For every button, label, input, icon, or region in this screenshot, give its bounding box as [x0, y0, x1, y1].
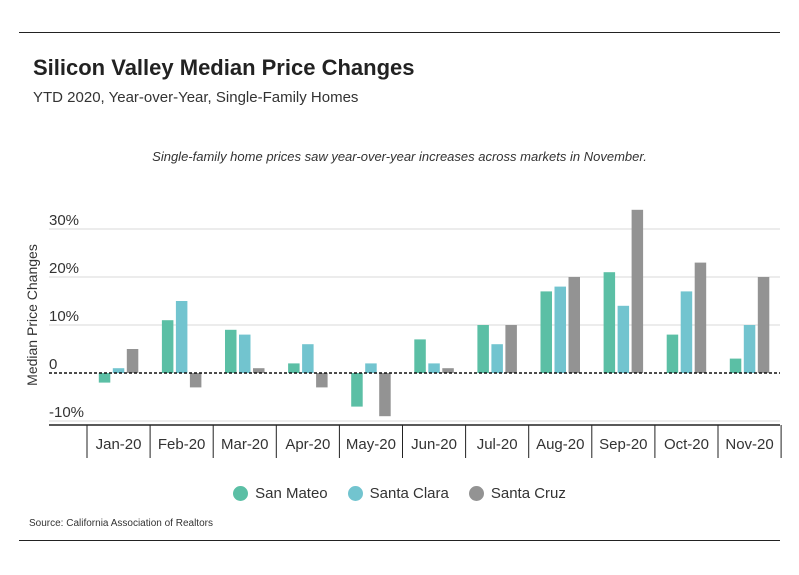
y-tick-label: 0 — [49, 356, 57, 373]
bar — [126, 349, 139, 373]
x-tick-label: Feb-20 — [158, 436, 206, 453]
chart-subtitle: YTD 2020, Year-over-Year, Single-Family … — [33, 89, 359, 106]
bar — [540, 291, 552, 373]
y-tick-label: 30% — [49, 212, 79, 229]
bar — [442, 368, 454, 373]
source-note: Source: California Association of Realto… — [29, 518, 213, 529]
x-tick-label: Aug-20 — [536, 436, 584, 453]
bar — [757, 277, 770, 373]
legend-label: San Mateo — [255, 485, 328, 502]
x-tick-label: Jan-20 — [96, 436, 142, 453]
bar — [288, 363, 300, 373]
legend-swatch — [468, 486, 484, 501]
bar — [112, 368, 125, 373]
legend-swatch — [347, 486, 363, 501]
bar — [316, 373, 328, 388]
bar — [680, 291, 693, 373]
bar — [666, 334, 679, 373]
bar — [379, 373, 391, 417]
bar — [225, 329, 237, 373]
bar — [239, 334, 251, 373]
x-tick-label: May-20 — [346, 436, 396, 453]
y-tick-label: -10% — [49, 404, 84, 421]
chart-title: Silicon Valley Median Price Changes — [33, 55, 415, 80]
x-tick-label: Mar-20 — [221, 436, 269, 453]
legend-label: Santa Cruz — [490, 485, 566, 502]
bar — [175, 301, 188, 373]
chart-annotation: Single-family home prices saw year-over-… — [152, 149, 647, 164]
bar — [617, 305, 630, 373]
bar — [694, 262, 707, 373]
bar — [477, 325, 489, 373]
bar — [253, 368, 265, 373]
x-tick-label: Jun-20 — [411, 436, 457, 453]
bar — [428, 363, 440, 373]
bar — [554, 286, 566, 373]
bar — [491, 344, 503, 373]
legend: San Mateo Santa Clara Santa Cruz — [0, 485, 799, 502]
bar — [743, 325, 756, 373]
bar — [568, 277, 580, 373]
legend-label: Santa Clara — [369, 485, 449, 502]
x-tick-label: Apr-20 — [285, 436, 330, 453]
y-tick-label: 10% — [49, 308, 79, 325]
x-tick-label: Sep-20 — [599, 436, 647, 453]
bar — [98, 373, 111, 383]
bar — [161, 320, 174, 373]
bar — [631, 209, 644, 373]
bar — [729, 358, 742, 373]
bar — [603, 272, 616, 373]
legend-item: San Mateo — [233, 485, 328, 502]
bar — [505, 325, 517, 373]
x-tick-label: Nov-20 — [725, 436, 773, 453]
bottom-rule — [19, 540, 780, 541]
x-tick-label: Oct-20 — [664, 436, 709, 453]
bar — [189, 373, 202, 388]
y-tick-label: 20% — [49, 260, 79, 277]
legend-swatch — [233, 486, 249, 501]
bar — [414, 339, 426, 373]
bar — [302, 344, 314, 373]
x-tick-label: Jul-20 — [477, 436, 518, 453]
top-rule — [19, 32, 780, 33]
bar — [365, 363, 377, 373]
legend-item: Santa Cruz — [468, 485, 566, 502]
bar — [351, 373, 363, 407]
legend-item: Santa Clara — [347, 485, 449, 502]
